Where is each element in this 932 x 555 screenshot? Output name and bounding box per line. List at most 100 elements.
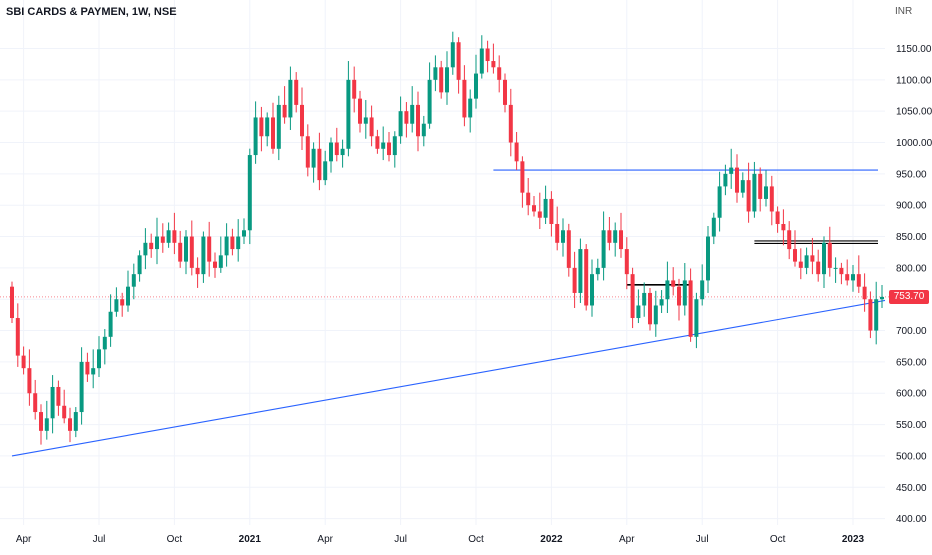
candle-body bbox=[549, 198, 554, 225]
candle-body bbox=[172, 230, 177, 243]
x-tick-label: Oct bbox=[167, 534, 183, 545]
candle-body bbox=[39, 412, 43, 431]
x-tick-label: 2022 bbox=[540, 534, 563, 545]
candle-body bbox=[665, 280, 670, 300]
candle-body bbox=[155, 236, 159, 250]
candle-body bbox=[764, 186, 768, 199]
candle-body bbox=[445, 67, 449, 93]
candle-body bbox=[648, 292, 652, 325]
candle-body bbox=[485, 48, 490, 62]
candle-body bbox=[810, 255, 815, 262]
candle-body bbox=[416, 104, 420, 137]
candle-body bbox=[79, 361, 84, 413]
candle-body bbox=[798, 261, 803, 268]
candle-body bbox=[503, 79, 507, 105]
candle-body bbox=[433, 67, 438, 80]
candle-body bbox=[126, 286, 130, 306]
candle-body bbox=[10, 286, 14, 319]
candle-body bbox=[862, 286, 867, 300]
candle-body bbox=[706, 236, 710, 281]
candle-body bbox=[387, 142, 391, 156]
candle-body bbox=[851, 274, 855, 281]
candle-body bbox=[410, 104, 415, 124]
x-tick-label: Jul bbox=[93, 534, 106, 545]
candle-body bbox=[514, 142, 519, 162]
candle-body bbox=[317, 148, 322, 181]
candle-body bbox=[624, 249, 629, 275]
y-tick-label: 550.00 bbox=[896, 420, 927, 431]
candle-body bbox=[532, 205, 536, 212]
candle-body bbox=[218, 255, 223, 268]
candle-body bbox=[700, 280, 705, 300]
candle-body bbox=[572, 267, 577, 293]
candle-body bbox=[201, 236, 206, 275]
candle-body bbox=[85, 361, 90, 375]
candle-body bbox=[711, 217, 716, 237]
candle-body bbox=[27, 368, 32, 394]
candle-body bbox=[769, 186, 774, 212]
candle-body bbox=[839, 267, 844, 275]
candle-body bbox=[305, 136, 310, 168]
candle-body bbox=[717, 186, 722, 218]
candle-body bbox=[775, 211, 780, 225]
candle-body bbox=[311, 148, 316, 168]
y-tick-label: 850.00 bbox=[896, 232, 927, 243]
candle-body bbox=[880, 296, 884, 300]
candle-body bbox=[178, 242, 183, 262]
candle-body bbox=[827, 242, 832, 268]
candle-body bbox=[195, 267, 200, 275]
y-tick-label: 800.00 bbox=[896, 263, 927, 274]
candle-body bbox=[421, 123, 426, 137]
candle-body bbox=[120, 299, 125, 306]
y-tick-label: 600.00 bbox=[896, 389, 927, 400]
candle-body bbox=[526, 192, 531, 206]
candle-body bbox=[636, 305, 641, 319]
candle-body bbox=[497, 67, 502, 80]
candle-body bbox=[584, 249, 589, 306]
candle-body bbox=[102, 336, 107, 350]
candle-body bbox=[44, 418, 49, 431]
candle-body bbox=[189, 236, 194, 268]
candle-body bbox=[758, 173, 763, 199]
candle-body bbox=[108, 311, 113, 337]
candle-body bbox=[358, 98, 362, 124]
candle-body bbox=[392, 136, 397, 156]
candle-body bbox=[323, 161, 328, 181]
y-tick-label: 1050.00 bbox=[896, 107, 932, 118]
candle-body bbox=[804, 255, 809, 268]
candle-body bbox=[247, 155, 252, 231]
candle-body bbox=[677, 286, 681, 306]
candle-body bbox=[456, 42, 461, 80]
x-tick-label: 2021 bbox=[239, 534, 262, 545]
y-tick-label: 700.00 bbox=[896, 326, 927, 337]
candle-body bbox=[427, 79, 432, 124]
candle-body bbox=[375, 136, 380, 149]
candle-body bbox=[184, 236, 188, 262]
candle-body bbox=[688, 280, 693, 337]
candle-body bbox=[363, 117, 368, 124]
candle-body bbox=[97, 349, 101, 369]
x-tick-label: Apr bbox=[619, 534, 635, 545]
candle-body bbox=[520, 161, 525, 193]
candle-body bbox=[207, 236, 212, 262]
candle-body bbox=[68, 418, 72, 431]
candle-body bbox=[131, 274, 136, 287]
candle-body bbox=[474, 73, 478, 99]
candle-body bbox=[334, 142, 339, 156]
candle-body bbox=[450, 42, 455, 68]
candle-body bbox=[874, 299, 879, 331]
candle-body bbox=[352, 79, 357, 99]
x-tick-label: Apr bbox=[317, 534, 333, 545]
candle-body bbox=[242, 230, 246, 237]
candle-body bbox=[694, 299, 699, 337]
candle-body bbox=[723, 173, 728, 187]
candle-body bbox=[740, 180, 745, 193]
y-tick-label: 500.00 bbox=[896, 451, 927, 462]
candle-body bbox=[601, 230, 606, 268]
candle-body bbox=[21, 355, 26, 369]
candle-body bbox=[398, 111, 403, 137]
candle-body bbox=[236, 236, 241, 250]
candle-body bbox=[619, 230, 623, 250]
